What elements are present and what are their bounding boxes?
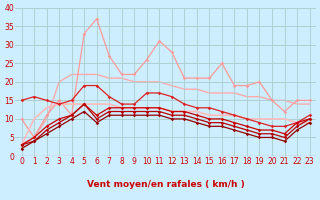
X-axis label: Vent moyen/en rafales ( km/h ): Vent moyen/en rafales ( km/h ) — [87, 180, 244, 189]
